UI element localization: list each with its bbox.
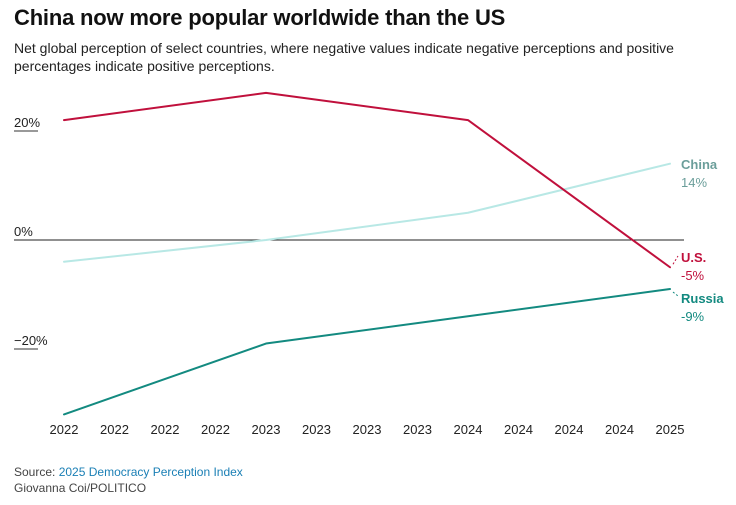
x-tick-label: 2022	[151, 422, 180, 437]
series-line-us	[63, 91, 671, 269]
x-tick-label: 2024	[555, 422, 584, 437]
series-line-china	[63, 162, 671, 263]
x-tick-label: 2024	[454, 422, 483, 437]
y-tick-label: 20%	[14, 115, 40, 130]
series-name-china: China	[681, 157, 718, 172]
x-tick-label: 2022	[100, 422, 129, 437]
y-tick-label: −20%	[14, 333, 48, 348]
x-tick-label: 2024	[605, 422, 634, 437]
series-name-us: U.S.	[681, 250, 706, 265]
series-name-russia: Russia	[681, 291, 724, 306]
x-tick-label: 2022	[50, 422, 79, 437]
source-line: Source: 2025 Democracy Perception Index	[14, 464, 243, 480]
source-prefix: Source:	[14, 465, 59, 479]
series-value-us: -5%	[681, 268, 705, 283]
credit-line: Giovanna Coi/POLITICO	[14, 481, 147, 495]
chart-subtitle: Net global perception of select countrie…	[14, 40, 674, 74]
source-link[interactable]: 2025 Democracy Perception Index	[58, 465, 243, 479]
chart-title: China now more popular worldwide than th…	[14, 5, 506, 30]
series-value-russia: -9%	[681, 309, 705, 324]
series-line-russia	[63, 288, 671, 416]
x-tick-label: 2022	[201, 422, 230, 437]
x-tick-label: 2023	[353, 422, 382, 437]
series-value-china: 14%	[681, 175, 707, 190]
x-tick-label: 2023	[252, 422, 281, 437]
chart-footer: Source: 2025 Democracy Perception Index …	[14, 464, 243, 496]
x-tick-label: 2025	[656, 422, 685, 437]
x-tick-label: 2024	[504, 422, 533, 437]
y-tick-label: 0%	[14, 224, 33, 239]
leader-line-russia	[672, 291, 679, 297]
x-tick-label: 2023	[302, 422, 331, 437]
x-tick-label: 2023	[403, 422, 432, 437]
leader-line-us	[672, 255, 679, 265]
